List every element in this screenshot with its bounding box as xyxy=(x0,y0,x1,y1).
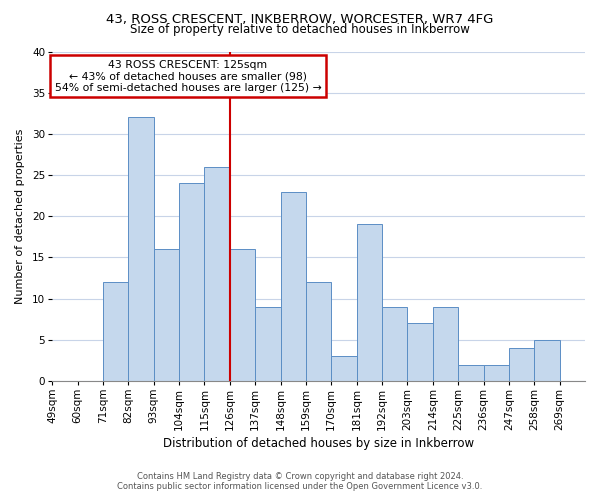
Text: Contains HM Land Registry data © Crown copyright and database right 2024.
Contai: Contains HM Land Registry data © Crown c… xyxy=(118,472,482,491)
Bar xyxy=(154,249,179,381)
Text: 43, ROSS CRESCENT, INKBERROW, WORCESTER, WR7 4FG: 43, ROSS CRESCENT, INKBERROW, WORCESTER,… xyxy=(106,12,494,26)
X-axis label: Distribution of detached houses by size in Inkberrow: Distribution of detached houses by size … xyxy=(163,437,474,450)
Bar xyxy=(128,118,154,381)
Bar xyxy=(484,364,509,381)
Bar xyxy=(331,356,356,381)
Bar xyxy=(458,364,484,381)
Bar xyxy=(433,307,458,381)
Bar xyxy=(230,249,255,381)
Bar xyxy=(382,307,407,381)
Text: Size of property relative to detached houses in Inkberrow: Size of property relative to detached ho… xyxy=(130,22,470,36)
Bar xyxy=(534,340,560,381)
Bar xyxy=(407,324,433,381)
Bar xyxy=(103,282,128,381)
Bar xyxy=(356,224,382,381)
Text: 43 ROSS CRESCENT: 125sqm
← 43% of detached houses are smaller (98)
54% of semi-d: 43 ROSS CRESCENT: 125sqm ← 43% of detach… xyxy=(55,60,322,93)
Bar xyxy=(281,192,306,381)
Bar xyxy=(179,184,205,381)
Bar xyxy=(306,282,331,381)
Y-axis label: Number of detached properties: Number of detached properties xyxy=(15,128,25,304)
Bar xyxy=(255,307,281,381)
Bar xyxy=(205,167,230,381)
Bar xyxy=(509,348,534,381)
